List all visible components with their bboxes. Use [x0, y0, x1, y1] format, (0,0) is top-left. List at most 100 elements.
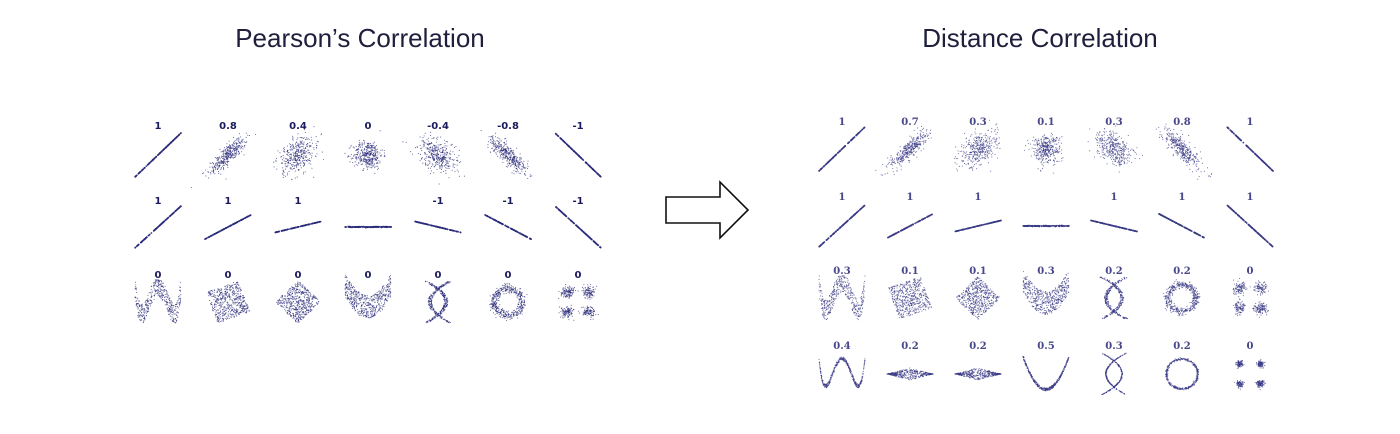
- data-point: [513, 166, 515, 168]
- data-point: [217, 316, 219, 318]
- data-point: [421, 147, 423, 149]
- data-point: [297, 145, 299, 147]
- data-point: [241, 309, 244, 311]
- data-point: [151, 291, 153, 293]
- data-point: [374, 150, 376, 152]
- data-point: [224, 156, 226, 158]
- data-point: [487, 144, 489, 146]
- data-point: [282, 294, 284, 297]
- data-point: [245, 302, 247, 304]
- data-point: [298, 282, 300, 284]
- data-point: [368, 166, 370, 168]
- data-point: [277, 303, 279, 305]
- data-point: [294, 302, 296, 305]
- data-point: [304, 163, 306, 165]
- data-point: [225, 292, 227, 294]
- data-point: [430, 147, 432, 149]
- data-point: [423, 158, 425, 160]
- data-point: [294, 306, 296, 308]
- data-point: [149, 303, 151, 305]
- data-point: [150, 296, 152, 298]
- data-point: [178, 134, 180, 136]
- data-point: [444, 153, 446, 155]
- data-point: [300, 140, 302, 143]
- data-point: [347, 287, 349, 289]
- data-point: [363, 148, 366, 150]
- data-point: [513, 157, 515, 159]
- data-point: [276, 301, 278, 303]
- data-point: [297, 150, 299, 152]
- data-point: [144, 312, 146, 314]
- data-point: [351, 292, 353, 294]
- data-point: [221, 296, 224, 298]
- data-point: [502, 147, 504, 149]
- data-point: [384, 302, 386, 304]
- data-point: [139, 312, 141, 314]
- data-point: [218, 302, 220, 304]
- data-point: [306, 156, 308, 158]
- data-point: [387, 283, 389, 285]
- data-point: [384, 294, 386, 296]
- data-point: [361, 163, 363, 165]
- data-point: [237, 147, 239, 149]
- data-point: [301, 291, 303, 294]
- data-point: [437, 164, 439, 166]
- data-point: [303, 287, 305, 289]
- data-point: [228, 154, 230, 156]
- data-point: [236, 312, 238, 314]
- data-point: [359, 157, 361, 159]
- data-point: [432, 146, 434, 148]
- data-point: [460, 161, 462, 163]
- data-point: [155, 281, 157, 283]
- data-point: [570, 147, 572, 150]
- data-point: [361, 310, 363, 312]
- data-point: [136, 300, 138, 302]
- data-point: [147, 163, 149, 166]
- data-point: [376, 148, 378, 150]
- data-point: [299, 288, 301, 290]
- data-point: [441, 167, 443, 169]
- data-point: [300, 167, 302, 169]
- data-point: [449, 157, 451, 159]
- data-point: [229, 298, 231, 300]
- data-point: [505, 144, 507, 146]
- data-point: [315, 143, 317, 145]
- data-point: [351, 286, 353, 288]
- data-point: [379, 296, 381, 298]
- data-point: [292, 135, 294, 137]
- data-point: [489, 151, 491, 153]
- data-point: [446, 159, 448, 162]
- data-point: [518, 162, 520, 164]
- data-point: [356, 296, 358, 298]
- data-point: [383, 225, 386, 228]
- data-point: [486, 215, 488, 217]
- data-point: [379, 152, 381, 154]
- data-point: [298, 151, 300, 153]
- data-point: [307, 302, 310, 304]
- data-point: [511, 228, 513, 230]
- data-point: [281, 305, 283, 307]
- data-point: [297, 303, 299, 305]
- data-point: [237, 304, 239, 306]
- data-point: [303, 286, 305, 288]
- data-point: [348, 147, 350, 149]
- data-point: [365, 316, 367, 318]
- data-point: [298, 169, 300, 171]
- data-point: [346, 280, 348, 282]
- data-point: [521, 170, 523, 172]
- data-point: [292, 153, 295, 155]
- data-point: [452, 164, 454, 166]
- data-point: [209, 299, 211, 302]
- data-point: [374, 157, 376, 159]
- data-point: [575, 224, 577, 227]
- data-point: [240, 289, 242, 292]
- data-point: [359, 160, 361, 162]
- data-point: [508, 157, 511, 159]
- data-point: [352, 292, 354, 294]
- data-point: [437, 148, 439, 150]
- data-point: [228, 161, 230, 163]
- data-point: [298, 291, 300, 293]
- data-point: [381, 308, 383, 310]
- data-point: [525, 174, 527, 176]
- data-point: [292, 298, 294, 300]
